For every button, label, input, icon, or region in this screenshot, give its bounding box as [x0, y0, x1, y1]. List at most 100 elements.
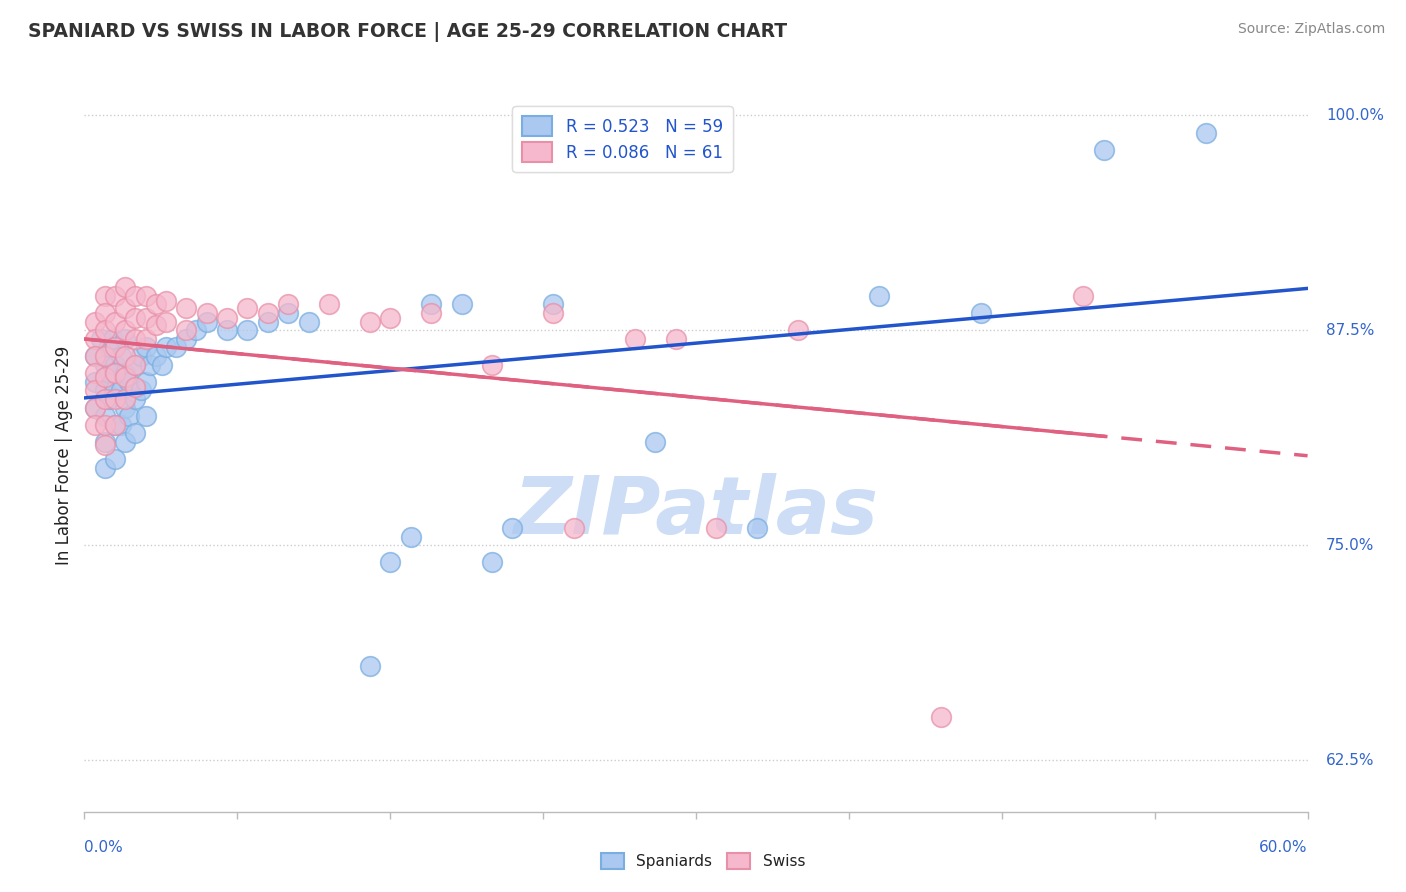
Point [380, 311, 402, 326]
Point [83, 384, 105, 398]
Point [420, 297, 443, 311]
Point [450, 297, 472, 311]
Point [114, 301, 136, 315]
Point [124, 332, 146, 346]
Point [124, 392, 146, 406]
Point [114, 332, 136, 346]
Point [114, 369, 136, 384]
Point [562, 521, 585, 535]
Point [174, 323, 197, 337]
Point [124, 380, 146, 394]
Point [93, 435, 115, 450]
Point [501, 521, 523, 535]
Legend: Spaniards, Swiss: Spaniards, Swiss [595, 847, 811, 875]
Point [481, 555, 503, 569]
Point [543, 297, 565, 311]
Point [1195, 126, 1218, 140]
Point [135, 311, 157, 326]
Point [104, 392, 127, 406]
Point [174, 301, 197, 315]
Text: 60.0%: 60.0% [1260, 840, 1308, 855]
Text: 62.5%: 62.5% [1326, 753, 1375, 768]
Point [114, 349, 136, 363]
Point [114, 323, 136, 337]
Point [93, 289, 115, 303]
Point [97, 366, 120, 380]
Point [93, 306, 115, 320]
Point [1071, 289, 1094, 303]
Point [135, 409, 157, 424]
Point [93, 438, 115, 452]
Point [380, 555, 402, 569]
Point [155, 341, 177, 355]
Point [135, 341, 157, 355]
Point [97, 341, 120, 355]
Point [664, 332, 686, 346]
Point [83, 417, 105, 432]
Point [869, 289, 891, 303]
Point [277, 297, 299, 311]
Point [93, 369, 115, 384]
Point [104, 452, 127, 467]
Point [93, 323, 115, 337]
Point [110, 384, 132, 398]
Point [83, 401, 105, 415]
Point [114, 366, 136, 380]
Point [104, 384, 127, 398]
Point [124, 289, 146, 303]
Point [145, 297, 167, 311]
Point [104, 341, 127, 355]
Point [97, 392, 120, 406]
Point [93, 460, 115, 475]
Point [257, 315, 280, 329]
Point [93, 392, 115, 406]
Point [83, 349, 105, 363]
Point [135, 332, 157, 346]
Point [83, 332, 105, 346]
Point [174, 332, 197, 346]
Point [131, 349, 153, 363]
Point [298, 315, 321, 329]
Point [399, 530, 422, 544]
Point [624, 332, 647, 346]
Point [93, 358, 115, 372]
Point [93, 409, 115, 424]
Point [124, 358, 146, 372]
Point [83, 366, 105, 380]
Point [83, 315, 105, 329]
Point [929, 710, 952, 724]
Point [359, 315, 381, 329]
Point [118, 375, 141, 389]
Point [747, 521, 769, 535]
Point [90, 332, 112, 346]
Point [93, 417, 115, 432]
Point [93, 349, 115, 363]
Point [257, 306, 280, 320]
Point [543, 306, 565, 320]
Point [110, 349, 132, 363]
Text: Source: ZipAtlas.com: Source: ZipAtlas.com [1237, 22, 1385, 37]
Point [124, 358, 146, 372]
Point [236, 323, 259, 337]
Point [155, 315, 177, 329]
Point [318, 297, 340, 311]
Point [236, 301, 259, 315]
Point [104, 289, 127, 303]
Point [93, 384, 115, 398]
Point [481, 358, 503, 372]
Point [135, 375, 157, 389]
Point [114, 280, 136, 294]
Point [217, 311, 239, 326]
Point [787, 323, 810, 337]
Point [150, 358, 173, 372]
Point [83, 349, 105, 363]
Point [83, 375, 105, 389]
Point [83, 401, 105, 415]
Text: ZIPatlas: ZIPatlas [513, 473, 879, 551]
Point [145, 349, 167, 363]
Point [277, 306, 299, 320]
Point [195, 306, 218, 320]
Point [359, 658, 381, 673]
Point [217, 323, 239, 337]
Text: 75.0%: 75.0% [1326, 538, 1374, 553]
